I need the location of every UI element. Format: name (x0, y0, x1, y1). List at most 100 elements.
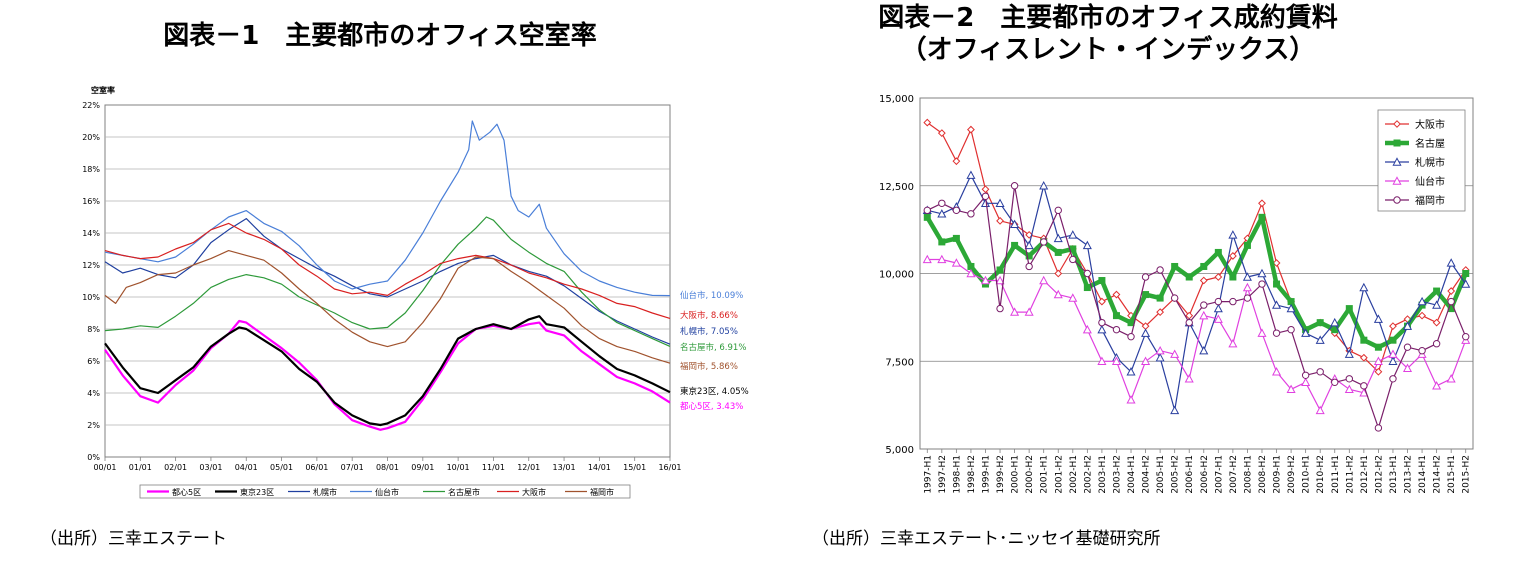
data-point (1199, 276, 1208, 285)
data-point (1273, 280, 1281, 288)
vacancy-rate-panel: 図表－1 主要都市のオフィス空室率 0% 2% 4% 6% 8% 10% 12% 14% 16%… (0, 0, 760, 581)
data-point (1392, 157, 1402, 166)
x-tick-label: 2008-H1 (1243, 455, 1253, 494)
legend-label: 仙台市 (1415, 175, 1445, 188)
x-tick-label: 2014-H2 (1433, 455, 1443, 494)
data-point (1199, 345, 1209, 355)
data-point (1446, 258, 1456, 267)
x-tick-label: 2000-H2 (1025, 455, 1035, 494)
x-tick-label: 11/01 (482, 463, 505, 472)
data-point (1053, 289, 1063, 299)
data-point (1432, 340, 1441, 348)
data-point (1112, 325, 1121, 334)
data-point (1373, 314, 1383, 323)
data-point (952, 234, 960, 242)
y-tick-label: 7,500 (885, 357, 914, 368)
data-point (1331, 326, 1339, 334)
data-point (1360, 336, 1368, 344)
data-point (1039, 275, 1049, 285)
y-tick-label: 20% (82, 133, 100, 142)
data-point (1054, 206, 1062, 215)
data-point (995, 275, 1005, 285)
data-point (995, 198, 1005, 207)
data-point (1024, 307, 1034, 316)
x-tick-label: 2003-H1 (1098, 455, 1108, 494)
x-tick-label: 16/01 (658, 463, 681, 472)
data-point (1374, 424, 1383, 432)
data-point (1402, 363, 1413, 372)
data-point (922, 254, 932, 264)
data-point (1272, 367, 1282, 376)
data-point (1214, 297, 1223, 306)
x-tick-label: 2008-H2 (1258, 455, 1268, 494)
data-point (1170, 294, 1179, 302)
data-point (1068, 230, 1078, 239)
x-tick-label: 1997-H2 (938, 455, 948, 494)
data-point (1228, 338, 1238, 348)
y-tick-label: 15,000 (879, 94, 914, 105)
data-point (923, 213, 931, 221)
data-point (1462, 332, 1470, 341)
data-point (1126, 367, 1136, 376)
data-point (981, 192, 990, 200)
data-point (1257, 268, 1267, 278)
data-point (1287, 325, 1295, 334)
data-point (1010, 219, 1020, 229)
x-tick-label: 08/01 (376, 463, 399, 472)
x-tick-label: 2014-H1 (1418, 455, 1428, 494)
data-point (1432, 300, 1442, 309)
x-tick-label: 14/01 (588, 463, 611, 472)
data-point (1359, 353, 1368, 362)
data-point (1272, 329, 1281, 337)
data-point (1097, 324, 1107, 334)
data-point (1258, 213, 1266, 221)
data-point (981, 185, 990, 194)
data-point (967, 125, 975, 134)
x-tick-label: 2006-H2 (1200, 455, 1210, 494)
x-tick-label: 07/01 (341, 463, 364, 472)
x-tick-label: 2005-H2 (1171, 455, 1181, 494)
data-point (1200, 262, 1208, 270)
data-point (1229, 297, 1237, 306)
data-point (1155, 345, 1165, 355)
data-point (1345, 305, 1353, 313)
vacancy-rate-chart: 0% 2% 4% 6% 8% 10% 12% 14% 16% 18% 20% 22% 00/01 01/0… (82, 85, 749, 499)
y-tick-label: 2% (87, 421, 100, 430)
legend-label: 福岡市 (590, 487, 614, 497)
y-tick-label: 4% (87, 389, 100, 398)
x-tick-label: 12/01 (517, 463, 540, 472)
data-point (1388, 356, 1398, 365)
data-point (1433, 287, 1441, 295)
data-point (1286, 384, 1296, 394)
data-point (1461, 279, 1471, 288)
data-point (1374, 343, 1382, 351)
data-point (1039, 238, 1048, 246)
x-tick-label: 2000-H1 (1011, 455, 1021, 494)
data-point (1170, 405, 1180, 415)
data-point (967, 210, 975, 218)
data-point (966, 170, 976, 179)
x-tick-label: 01/01 (129, 463, 152, 472)
end-label-札幌市: 札幌市, 7.05% (680, 326, 738, 337)
data-point (1228, 252, 1237, 260)
y-tick-label: 10% (82, 293, 100, 302)
legend-label: 東京23区 (240, 487, 274, 497)
data-point (1141, 356, 1151, 365)
data-point (1287, 298, 1295, 306)
data-point (1315, 405, 1325, 415)
data-point (1010, 182, 1019, 190)
y-tick-label: 10,000 (879, 270, 914, 281)
data-point (1098, 297, 1106, 306)
data-point (1403, 343, 1412, 351)
data-point (1213, 303, 1223, 313)
data-point (1170, 349, 1180, 358)
data-point (1069, 255, 1077, 264)
data-point (1393, 139, 1401, 147)
data-point (1155, 352, 1165, 362)
data-point (1213, 314, 1223, 323)
y-tick-label: 8% (87, 325, 100, 334)
data-point (1393, 196, 1401, 204)
series-line-札幌市 (104, 218, 671, 345)
x-tick-label: 2007-H1 (1214, 455, 1224, 494)
